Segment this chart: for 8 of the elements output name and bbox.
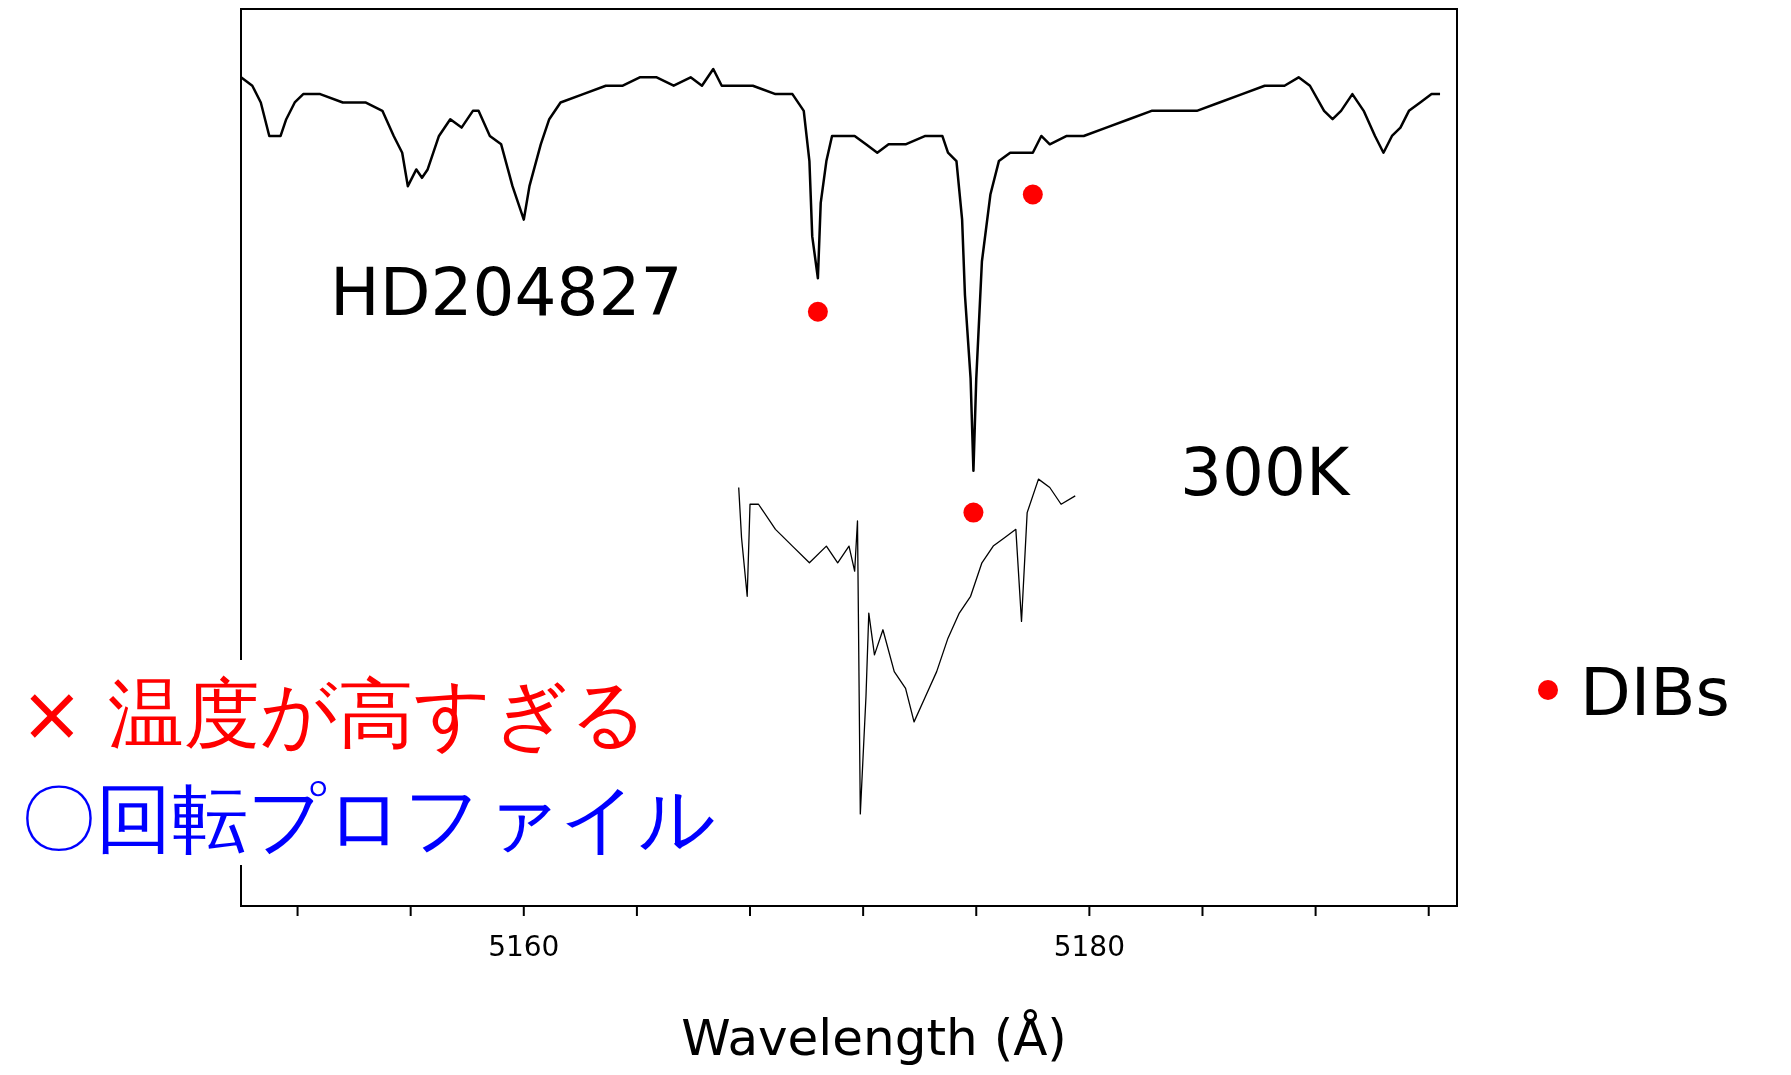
- annotation: × 温度が高すぎる: [20, 669, 648, 758]
- series-label: 300K: [1180, 434, 1351, 511]
- series-label: HD204827: [330, 254, 683, 331]
- x-axis-title: Wavelength (Å): [681, 1009, 1067, 1067]
- annotation: 〇回転プロファイル: [20, 774, 716, 863]
- x-tick-label: 5160: [488, 930, 560, 963]
- legend-label: DIBs: [1580, 654, 1730, 731]
- x-tick-label: 5180: [1053, 930, 1125, 963]
